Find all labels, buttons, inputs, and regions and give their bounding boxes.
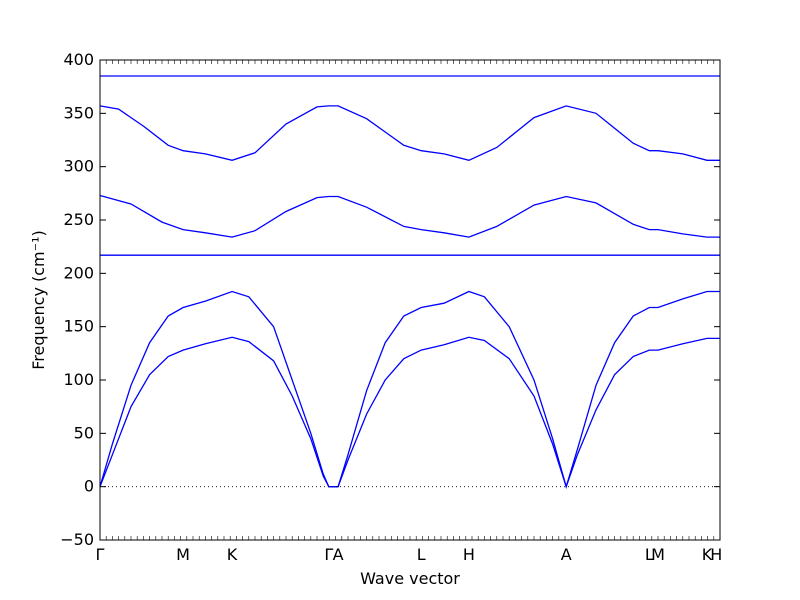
- band-line-1: [99, 336, 720, 489]
- x-tick-label: A: [561, 545, 572, 564]
- x-tick-label: K: [702, 545, 713, 564]
- band-line-2: [99, 290, 720, 490]
- x-tick-label: L: [417, 545, 426, 564]
- y-axis-ticks: −50 0 50 100 150 200 250 300 350 400: [60, 50, 720, 549]
- plot-frame: [99, 59, 721, 541]
- x-tick-label: Γ: [324, 545, 333, 564]
- x-axis-label: Wave vector: [360, 569, 460, 588]
- x-tick-label: M: [651, 545, 665, 564]
- y-tick-label: 200: [63, 263, 94, 282]
- band-line-5: [99, 105, 720, 161]
- y-tick-label: −50: [60, 530, 94, 549]
- x-tick-label: H: [463, 545, 475, 564]
- y-tick-label: 150: [63, 317, 94, 336]
- x-tick-label: L: [645, 545, 654, 564]
- plot-lines: [99, 75, 720, 490]
- x-tick-label: M: [176, 545, 190, 564]
- y-tick-label: 350: [63, 103, 94, 122]
- x-axis-ticks: Γ M K Γ A L H A LM KH: [96, 60, 722, 564]
- y-axis-label: Frequency (cm⁻¹): [29, 230, 48, 369]
- y-tick-label: 0: [84, 477, 94, 496]
- y-tick-label: 300: [63, 157, 94, 176]
- x-tick-label: Γ: [96, 545, 105, 564]
- y-tick-label: 400: [63, 50, 94, 69]
- x-tick-label: A: [333, 545, 344, 564]
- x-tick-label: K: [227, 545, 238, 564]
- y-tick-label: 100: [63, 370, 94, 389]
- y-tick-label: 250: [63, 210, 94, 229]
- band-line-4: [99, 194, 720, 238]
- x-tick-label: H: [710, 545, 722, 564]
- y-tick-label: 50: [74, 423, 94, 442]
